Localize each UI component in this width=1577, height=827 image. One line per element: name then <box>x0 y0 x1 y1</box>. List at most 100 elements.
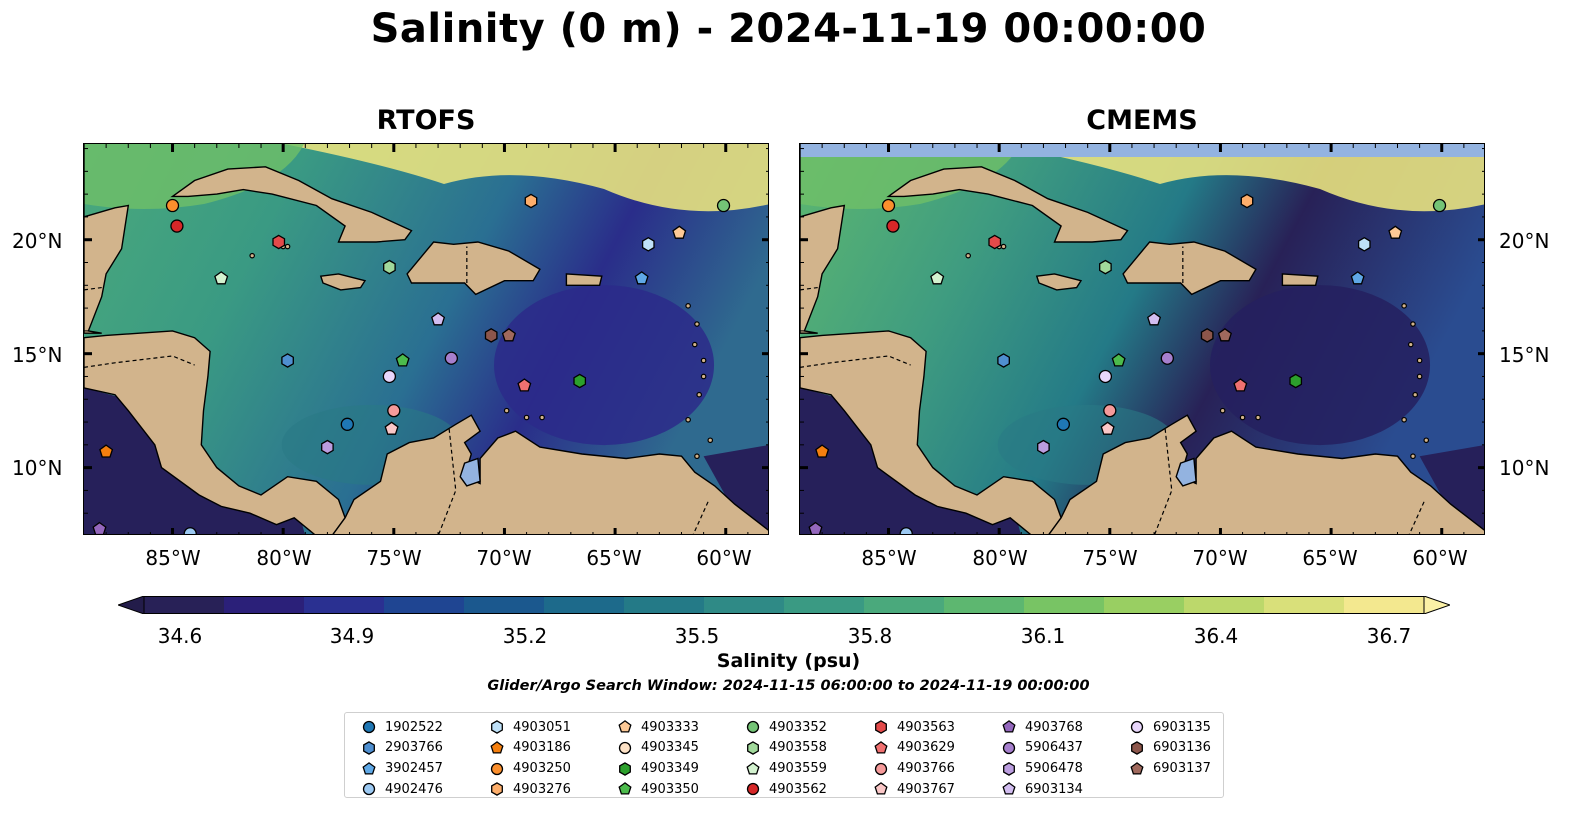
legend-swatch-4903563 <box>875 720 887 734</box>
pentagon-marker-icon <box>490 740 504 754</box>
legend-label: 4903051 <box>513 719 571 735</box>
legend-label: 4903767 <box>897 781 955 797</box>
legend-swatch-4903276 <box>491 782 503 797</box>
float-marker-6903135 <box>382 369 397 384</box>
float-marker-6903134 <box>431 312 446 326</box>
legend-swatch-6903136 <box>1131 740 1143 755</box>
legend-swatch-3902457 <box>362 761 376 775</box>
legend-label: 5906437 <box>1025 740 1083 756</box>
puerto-rico-island <box>565 273 603 287</box>
pentagon-marker-icon <box>618 782 632 795</box>
float-marker-4903768 <box>92 521 107 534</box>
legend-label: 4903563 <box>897 719 955 735</box>
circle-marker-icon <box>746 720 760 734</box>
yucatan-landmass <box>84 144 130 334</box>
panel-title-rtofs: RTOFS <box>376 105 476 136</box>
circle-marker-icon <box>618 741 632 754</box>
legend-swatch-4903186 <box>490 740 504 754</box>
legend-item-4903276: 4903276 <box>489 779 571 799</box>
float-marker-4903276 <box>1240 193 1254 209</box>
circle-marker-icon <box>1130 720 1144 734</box>
yucatan-landmass <box>800 144 846 334</box>
colorbar-segment <box>1344 596 1425 614</box>
legend-item-4903562: 4903562 <box>745 779 827 799</box>
legend-item-5906478: 5906478 <box>1001 759 1083 779</box>
float-marker-4903558 <box>1099 259 1112 275</box>
hexagon-marker-icon <box>1131 740 1143 755</box>
pentagon-marker-icon <box>1130 761 1144 775</box>
float-marker-4903767 <box>384 421 399 435</box>
colorbar-min-extend <box>116 595 145 615</box>
colorbar-segment <box>784 596 865 614</box>
small-island <box>523 414 530 421</box>
hexagon-marker-icon <box>619 761 631 776</box>
legend-swatch-4903559 <box>746 761 760 775</box>
pentagon-marker-icon <box>874 740 888 754</box>
small-island <box>1407 341 1414 348</box>
legend-label: 4903559 <box>769 761 827 777</box>
legend-swatch-4903349 <box>619 761 631 776</box>
legend-label: 4903250 <box>513 761 571 777</box>
gulf-salinity-region <box>84 144 304 209</box>
float-marker-4903333 <box>672 225 687 239</box>
jamaica-island <box>319 273 367 291</box>
legend-item-5906437: 5906437 <box>1001 738 1083 758</box>
small-island <box>1416 373 1423 380</box>
gulf-salinity-region <box>800 144 1020 209</box>
colorbar-tick: 36.4 <box>1193 624 1239 648</box>
float-marker-4903352 <box>1432 198 1447 213</box>
map-rtofs[interactable] <box>83 143 769 535</box>
legend-label: 6903136 <box>1153 740 1211 756</box>
hexagon-marker-icon <box>747 740 759 755</box>
legend-item-6903134: 6903134 <box>1001 779 1083 799</box>
float-marker-4903186 <box>99 444 114 458</box>
float-marker-4903250 <box>881 198 896 213</box>
legend-item-6903136: 6903136 <box>1129 738 1211 758</box>
high-salinity-band <box>1000 144 1484 212</box>
legend-label: 4903766 <box>897 761 955 777</box>
legend-label: 4903352 <box>769 719 827 735</box>
legend-swatch-4903558 <box>747 740 759 755</box>
hexagon-marker-icon <box>491 720 503 734</box>
legend-label: 4903276 <box>513 781 571 797</box>
colorbar-outline <box>143 596 1425 614</box>
colorbar-segment <box>1024 596 1105 614</box>
legend-swatch-2903766 <box>363 740 375 755</box>
hexagon-marker-icon <box>1003 761 1015 776</box>
legend-item-4903558: 4903558 <box>745 738 827 758</box>
map-cmems[interactable] <box>799 143 1485 535</box>
low-salinity-patch <box>494 285 715 446</box>
legend-item-4903345: 4903345 <box>617 738 699 758</box>
figure-title: Salinity (0 m) - 2024-11-19 00:00:00 <box>370 6 1207 52</box>
float-marker-3902457 <box>634 271 649 285</box>
legend-label: 6903135 <box>1153 719 1211 735</box>
legend-label: 1902522 <box>385 719 443 735</box>
float-marker-4903563 <box>988 234 1002 250</box>
float-marker-4903766 <box>1103 404 1117 418</box>
legend-label: 4903345 <box>641 740 699 756</box>
lon-label-75w-right: 75°W <box>1082 546 1138 570</box>
small-island <box>284 243 291 250</box>
small-island <box>691 341 698 348</box>
legend-item-4903250: 4903250 <box>489 759 571 779</box>
small-island <box>1410 321 1416 327</box>
colorbar-tick: 36.7 <box>1366 624 1412 648</box>
circle-marker-icon <box>746 783 760 796</box>
legend-swatch-4902476 <box>362 783 376 796</box>
legend-label: 4903562 <box>769 781 827 797</box>
small-island <box>1401 303 1407 309</box>
pentagon-marker-icon <box>362 761 376 775</box>
country-borders <box>800 246 1425 534</box>
colorbar-gradient <box>116 595 1452 615</box>
float-marker-6903137 <box>501 327 516 342</box>
legend-item-4903186: 4903186 <box>489 738 571 758</box>
colorbar-segment <box>1184 596 1265 614</box>
colorbar-label: Salinity (psu) <box>716 650 861 672</box>
small-island <box>1219 407 1226 414</box>
float-marker-4903563 <box>272 234 286 250</box>
colorbar-tick: 34.6 <box>157 624 203 648</box>
south-america-landmass <box>332 414 768 534</box>
legend-item-4903350: 4903350 <box>617 779 699 799</box>
lon-label-65w-left: 65°W <box>586 546 642 570</box>
central-america-landmass <box>84 330 346 534</box>
